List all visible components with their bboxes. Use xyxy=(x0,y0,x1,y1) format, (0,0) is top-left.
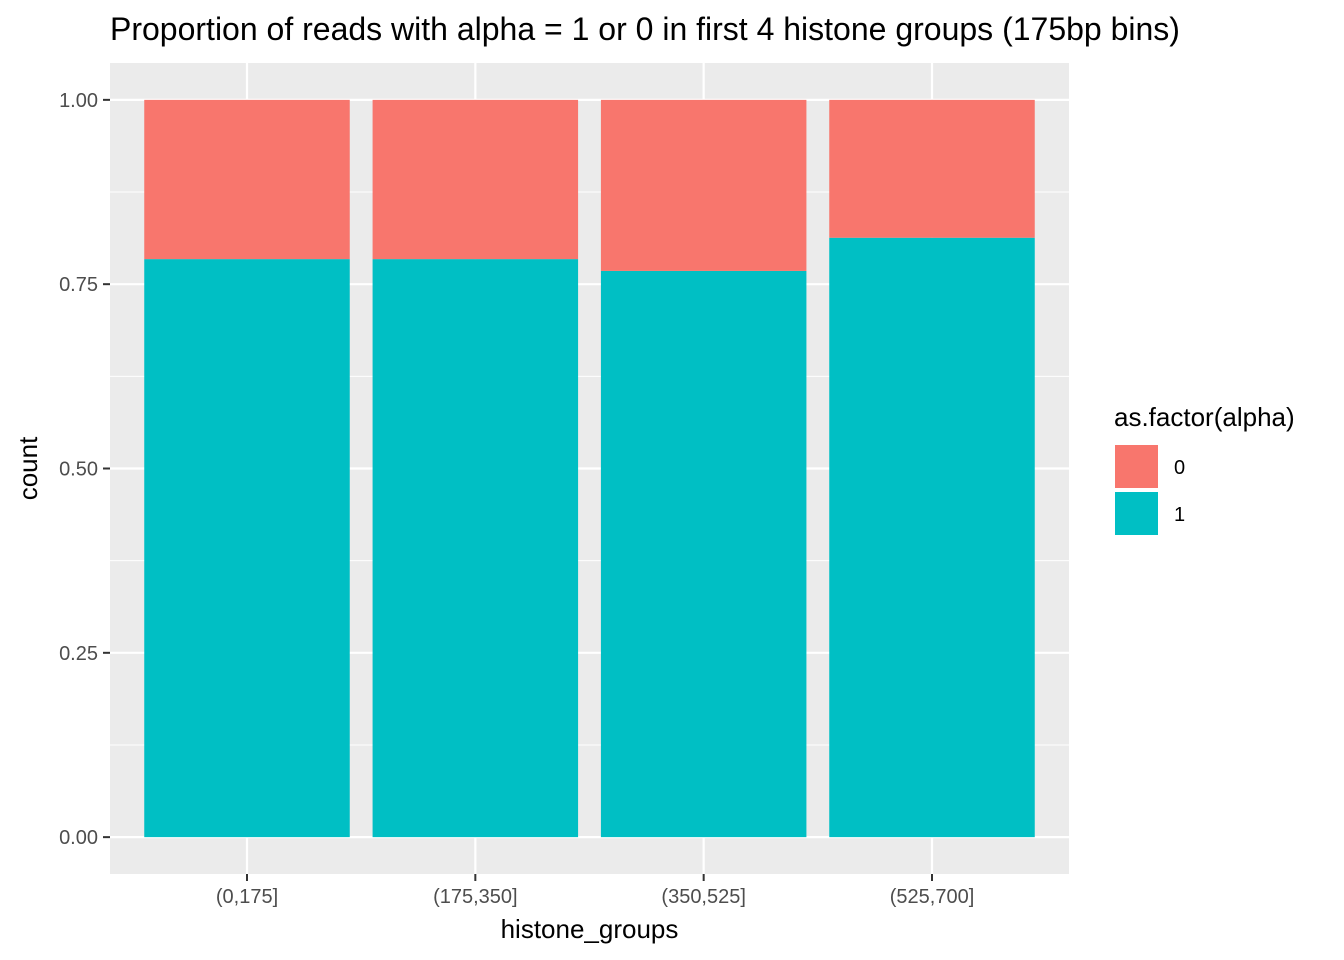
x-tick-label: (525,700] xyxy=(890,886,975,908)
x-axis: (0,175] (175,350] (350,525] (525,700] xyxy=(216,874,974,908)
y-tick-label: 0.00 xyxy=(59,827,98,849)
x-tick-label: (350,525] xyxy=(661,886,746,908)
bar-segment-alpha-1 xyxy=(829,237,1035,838)
legend-key-1 xyxy=(1113,490,1160,537)
x-tick-label: (0,175] xyxy=(216,886,278,908)
bar-segment-alpha-0 xyxy=(372,99,579,260)
bar-segment-alpha-1 xyxy=(372,259,579,838)
bar-segment-alpha-0 xyxy=(144,99,350,260)
bars xyxy=(144,99,1035,838)
y-tick-label: 0.25 xyxy=(59,643,98,665)
y-axis: 0.00 0.25 0.50 0.75 1.00 xyxy=(59,90,110,849)
bar-segment-alpha-1 xyxy=(144,259,350,838)
legend-label: 0 xyxy=(1174,457,1185,479)
legend-label: 1 xyxy=(1174,504,1185,526)
bar-segment-alpha-1 xyxy=(600,270,807,838)
x-tick-label: (175,350] xyxy=(433,886,518,908)
x-axis-label: histone_groups xyxy=(501,914,679,944)
y-tick-label: 0.50 xyxy=(59,459,98,481)
legend-key-0 xyxy=(1113,443,1160,490)
y-axis-label: count xyxy=(13,436,43,500)
legend-title: as.factor(alpha) xyxy=(1114,402,1295,432)
y-tick-label: 0.75 xyxy=(59,274,98,296)
y-tick-label: 1.00 xyxy=(59,90,98,112)
bar-segment-alpha-0 xyxy=(600,99,807,271)
legend: as.factor(alpha) 0 1 xyxy=(1113,402,1295,537)
bar-segment-alpha-0 xyxy=(829,99,1035,238)
chart-title: Proportion of reads with alpha = 1 or 0 … xyxy=(110,11,1180,47)
